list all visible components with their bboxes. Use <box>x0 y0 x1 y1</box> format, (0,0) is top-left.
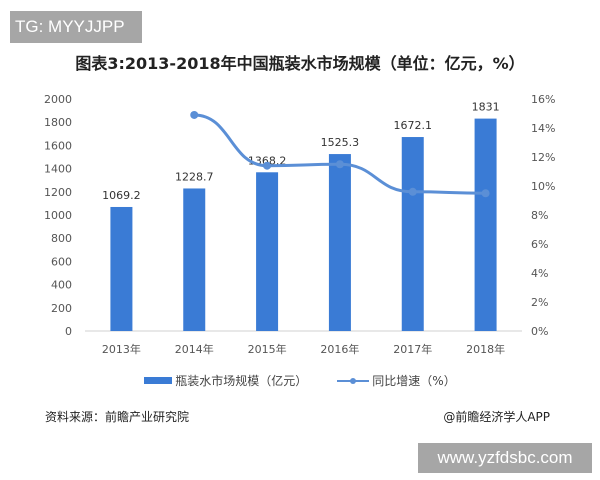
bar-data-label: 1672.1 <box>394 119 433 132</box>
right-tick-label: 16% <box>531 93 555 106</box>
bar-data-label: 1831 <box>472 101 500 114</box>
right-tick-label: 0% <box>531 325 548 338</box>
legend-line-swatch <box>337 375 370 387</box>
left-tick-label: 1400 <box>44 163 72 176</box>
x-tick-label: 2017年 <box>393 342 432 356</box>
left-tick-label: 200 <box>51 302 72 315</box>
legend-line-label: 同比增速（%） <box>372 374 456 388</box>
left-tick-label: 1000 <box>44 209 72 222</box>
bar <box>328 154 351 331</box>
bar <box>183 188 206 331</box>
x-tick-label: 2015年 <box>248 342 287 356</box>
left-tick-label: 1600 <box>44 139 72 152</box>
bar-data-label: 1525.3 <box>321 136 360 149</box>
right-tick-label: 8% <box>531 209 548 222</box>
legend-bar: 瓶装水市场规模（亿元） <box>144 372 307 389</box>
growth-point <box>481 189 490 198</box>
bar-data-label: 1069.2 <box>102 189 141 202</box>
bar <box>474 118 497 331</box>
right-tick-label: 4% <box>531 267 548 280</box>
growth-point <box>190 110 199 119</box>
left-tick-label: 2000 <box>44 93 72 106</box>
tag-label: TG: MYYJJPP <box>10 11 142 43</box>
x-tick-label: 2018年 <box>466 342 505 356</box>
left-tick-label: 600 <box>51 255 72 268</box>
left-tick-label: 800 <box>51 232 72 245</box>
x-tick-label: 2014年 <box>175 342 214 356</box>
x-tick-label: 2013年 <box>102 342 141 356</box>
legend-bar-label: 瓶装水市场规模（亿元） <box>175 374 308 388</box>
x-tick-label: 2016年 <box>320 342 359 356</box>
right-tick-label: 10% <box>531 180 555 193</box>
bar <box>110 206 133 331</box>
growth-point <box>408 187 417 196</box>
watermark: www.yzfdsbc.com <box>418 443 592 473</box>
left-tick-label: 1200 <box>44 186 72 199</box>
growth-point <box>263 161 272 170</box>
legend: 瓶装水市场规模（亿元） 同比增速（%） <box>0 372 600 389</box>
right-tick-label: 6% <box>531 238 548 251</box>
left-tick-label: 1800 <box>44 116 72 129</box>
right-tick-label: 12% <box>531 151 555 164</box>
source-note: 资料来源：前瞻产业研究院 <box>45 410 190 424</box>
left-tick-label: 400 <box>51 279 72 292</box>
left-tick-label: 0 <box>65 325 72 338</box>
bar <box>256 172 279 331</box>
growth-point <box>335 160 344 169</box>
right-tick-label: 14% <box>531 122 555 135</box>
credit: @前瞻经济学人APP <box>443 410 550 424</box>
chart-title: 图表3:2013-2018年中国瓶装水市场规模（单位：亿元，%） <box>75 54 525 73</box>
bar-data-label: 1228.7 <box>175 170 214 183</box>
right-tick-label: 2% <box>531 296 548 309</box>
legend-line: 同比增速（%） <box>337 372 456 389</box>
legend-bar-swatch <box>144 377 173 384</box>
bar <box>401 137 424 331</box>
